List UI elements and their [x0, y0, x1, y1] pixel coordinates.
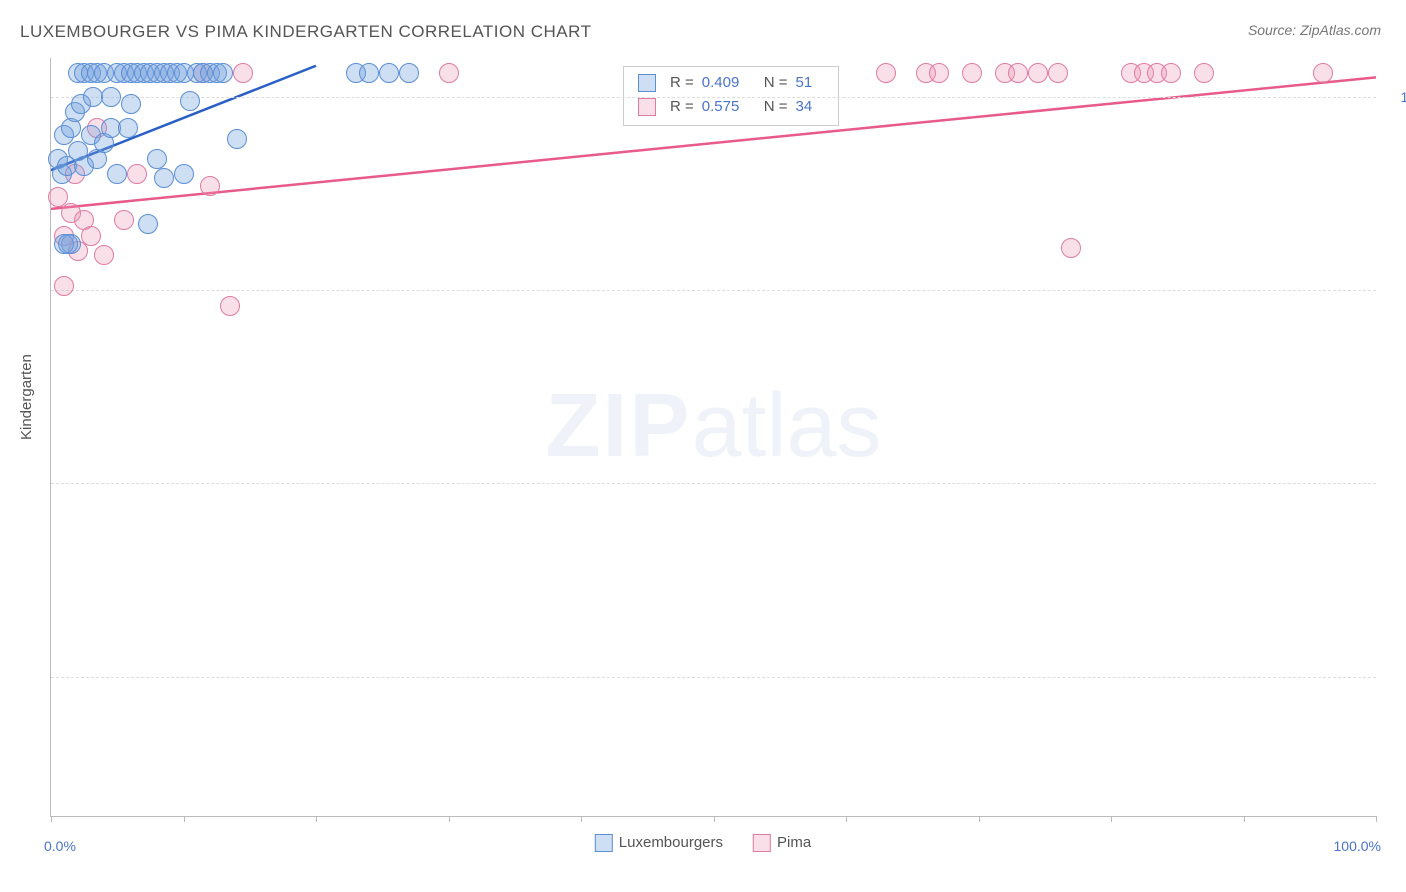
pima-marker — [1061, 238, 1081, 258]
lux-marker — [147, 149, 167, 169]
gridline — [51, 483, 1376, 484]
x-tick — [714, 816, 715, 822]
lux-marker — [121, 94, 141, 114]
pima-legend-swatch — [753, 834, 771, 852]
lux-marker — [180, 91, 200, 111]
gridline — [51, 677, 1376, 678]
r-value: 0.409 — [702, 71, 756, 95]
lux-marker — [213, 63, 233, 83]
lux-marker — [227, 129, 247, 149]
n-label: N = — [764, 95, 788, 119]
trend-lines — [51, 58, 1376, 816]
lux-marker — [101, 87, 121, 107]
legend-item-pima: Pima — [753, 834, 811, 852]
pima-marker — [114, 210, 134, 230]
pima-marker — [220, 296, 240, 316]
y-axis-label: Kindergarten — [18, 354, 35, 440]
pima-marker — [1161, 63, 1181, 83]
pima-marker — [1048, 63, 1068, 83]
stats-row-lux: R = 0.409 N = 51 — [638, 71, 824, 95]
legend-item-lux: Luxembourgers — [595, 834, 723, 852]
source-label: Source: ZipAtlas.com — [1248, 22, 1381, 38]
x-tick — [1111, 816, 1112, 822]
pima-swatch — [638, 98, 656, 116]
watermark: ZIPatlas — [545, 375, 881, 478]
lux-marker — [359, 63, 379, 83]
y-tick-label: 97.5% — [1388, 282, 1406, 298]
x-tick — [51, 816, 52, 822]
pima-marker — [1028, 63, 1048, 83]
pima-marker — [929, 63, 949, 83]
stats-row-pima: R = 0.575 N = 34 — [638, 95, 824, 119]
x-tick — [979, 816, 980, 822]
pima-marker — [962, 63, 982, 83]
r-label: R = — [670, 95, 694, 119]
lux-marker — [154, 168, 174, 188]
pima-marker — [1194, 63, 1214, 83]
pima-marker — [127, 164, 147, 184]
pima-marker — [94, 245, 114, 265]
lux-marker — [58, 234, 78, 254]
x-tick — [449, 816, 450, 822]
y-tick-label: 100.0% — [1388, 89, 1406, 105]
r-label: R = — [670, 71, 694, 95]
scatter-plot: ZIPatlas R =0.409N =51R =0.575N =34 92.5… — [50, 58, 1376, 817]
chart-title: LUXEMBOURGER VS PIMA KINDERGARTEN CORREL… — [20, 22, 591, 42]
y-tick-label: 95.0% — [1388, 475, 1406, 491]
x-tick — [581, 816, 582, 822]
pima-marker — [200, 176, 220, 196]
pima-marker — [81, 226, 101, 246]
lux-marker — [107, 164, 127, 184]
x-tick — [184, 816, 185, 822]
pima-legend-label: Pima — [777, 834, 811, 851]
y-tick-label: 92.5% — [1388, 669, 1406, 685]
lux-swatch — [638, 74, 656, 92]
pima-marker — [1313, 63, 1333, 83]
lux-marker — [118, 118, 138, 138]
x-min-label: 0.0% — [44, 838, 76, 854]
lux-marker — [138, 214, 158, 234]
pima-marker — [439, 63, 459, 83]
x-tick — [1244, 816, 1245, 822]
lux-marker — [174, 164, 194, 184]
lux-marker — [399, 63, 419, 83]
x-tick — [316, 816, 317, 822]
gridline — [51, 290, 1376, 291]
n-value: 51 — [796, 71, 824, 95]
gridline — [51, 97, 1376, 98]
lux-legend-swatch — [595, 834, 613, 852]
lux-marker — [379, 63, 399, 83]
x-tick — [1376, 816, 1377, 822]
r-value: 0.575 — [702, 95, 756, 119]
pima-marker — [54, 276, 74, 296]
n-label: N = — [764, 71, 788, 95]
legend: Luxembourgers Pima — [595, 834, 811, 852]
x-tick — [846, 816, 847, 822]
pima-marker — [233, 63, 253, 83]
pima-marker — [876, 63, 896, 83]
x-max-label: 100.0% — [1334, 838, 1381, 854]
n-value: 34 — [796, 95, 824, 119]
lux-legend-label: Luxembourgers — [619, 834, 723, 851]
pima-marker — [1008, 63, 1028, 83]
